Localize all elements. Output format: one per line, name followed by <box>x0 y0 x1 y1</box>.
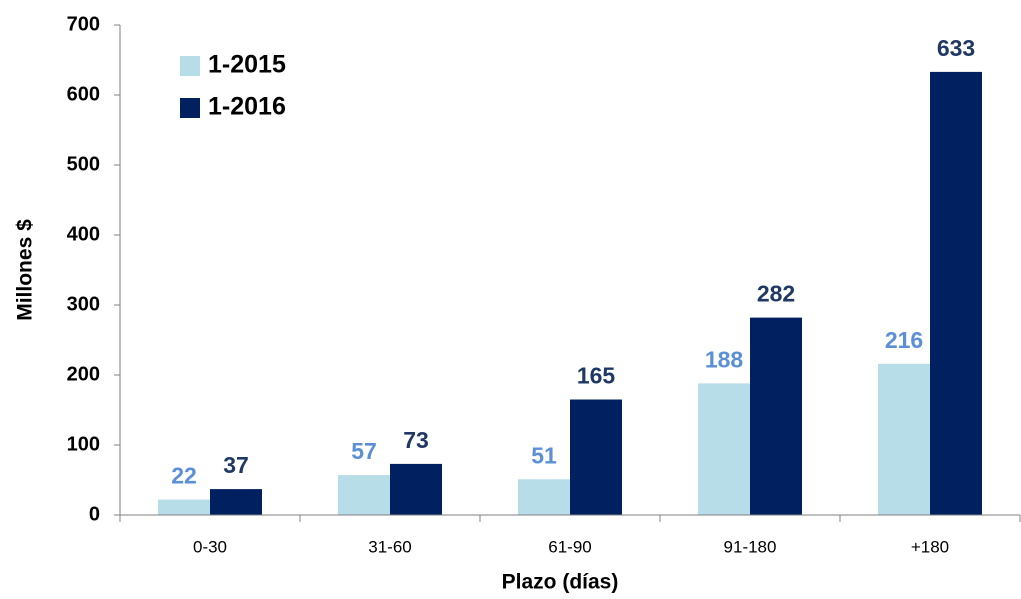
legend-label: 1-2016 <box>208 93 286 121</box>
x-tick-label: 61-90 <box>548 537 591 556</box>
x-tick-label: 91-180 <box>724 537 777 556</box>
x-tick-label: +180 <box>911 537 949 556</box>
y-tick-label: 500 <box>67 153 100 175</box>
y-tick-label: 200 <box>67 363 100 385</box>
x-tick-label: 31-60 <box>368 537 411 556</box>
bar <box>570 399 622 515</box>
bar <box>930 71 982 516</box>
bar <box>390 463 442 515</box>
legend-label: 1-2015 <box>208 51 286 79</box>
x-tick-label: 0-30 <box>193 537 227 556</box>
bar <box>158 499 210 515</box>
bar <box>750 317 802 515</box>
value-label: 37 <box>223 452 249 478</box>
value-label: 57 <box>351 438 377 464</box>
y-axis-title: Millones $ <box>14 219 37 321</box>
y-tick-label: 700 <box>67 13 100 35</box>
y-tick-label: 0 <box>89 503 100 525</box>
value-label: 73 <box>403 427 429 453</box>
y-tick-label: 100 <box>67 433 100 455</box>
x-axis-title: Plazo (días) <box>502 571 619 594</box>
y-tick-label: 600 <box>67 83 100 105</box>
value-label: 633 <box>937 35 975 61</box>
y-tick-label: 400 <box>67 223 100 245</box>
value-label: 165 <box>577 363 616 389</box>
bar <box>878 363 930 515</box>
y-tick-label: 300 <box>67 293 100 315</box>
legend-swatch <box>180 56 200 76</box>
bar <box>338 475 390 515</box>
bar <box>698 383 750 515</box>
value-label: 22 <box>171 463 197 489</box>
value-label: 282 <box>757 281 795 307</box>
value-label: 188 <box>705 346 744 372</box>
bar <box>518 479 570 515</box>
legend-swatch <box>180 98 200 118</box>
bar <box>210 489 262 515</box>
value-label: 216 <box>885 327 923 353</box>
value-label: 51 <box>531 442 557 468</box>
